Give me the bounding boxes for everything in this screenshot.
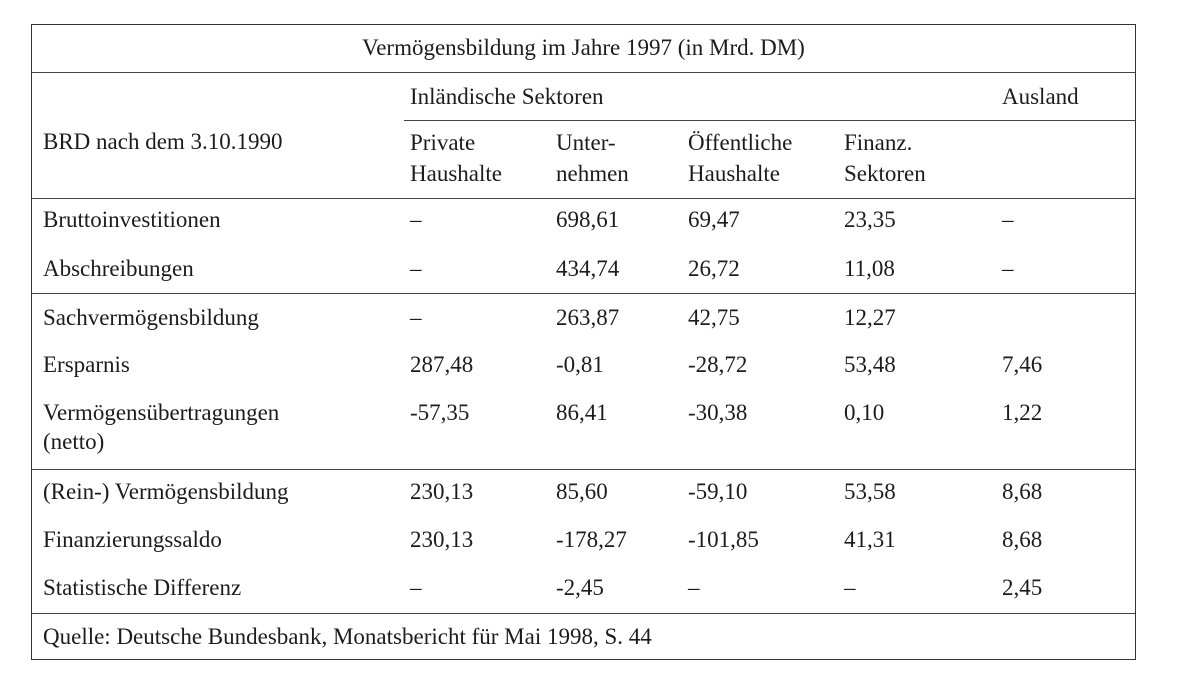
row-label: Abschreibungen [43, 256, 194, 281]
cell-value: 0,10 [844, 400, 885, 425]
cell-value: 1,22 [1002, 400, 1043, 425]
divider-section-2 [32, 469, 1135, 470]
header-col-line1: Öffentliche [688, 130, 793, 155]
row-label: Sachvermögensbildung [43, 305, 259, 330]
row-label: Finanzierungssaldo [43, 527, 222, 552]
header-col-line1: Unter- [556, 130, 616, 155]
cell-value: 53,48 [844, 352, 896, 377]
header-col-financial-sectors: Finanz. Sektoren [844, 127, 926, 189]
cell-value: 12,27 [844, 305, 896, 330]
row-label: Bruttoinvestitionen [43, 207, 221, 232]
cell-value: -57,35 [410, 400, 470, 425]
header-col-line1: Private [410, 130, 476, 155]
header-col-line2: Haushalte [688, 161, 780, 186]
cell-value: -30,38 [688, 400, 748, 425]
header-col-enterprises: Unter- nehmen [556, 127, 629, 189]
cell-value: – [410, 207, 422, 232]
header-col-line2: Haushalte [410, 161, 502, 186]
cell-value: 26,72 [688, 256, 740, 281]
cell-value: 7,46 [1002, 352, 1043, 377]
header-col-public-households: Öffentliche Haushalte [688, 127, 792, 189]
divider-source [32, 613, 1135, 614]
cell-value: – [410, 256, 422, 281]
cell-value: 263,87 [556, 305, 620, 330]
cell-value: 8,68 [1002, 527, 1043, 552]
cell-value: – [1002, 207, 1014, 232]
table-title: Vermögensbildung im Jahre 1997 (in Mrd. … [362, 35, 805, 60]
cell-value: 8,68 [1002, 479, 1043, 504]
cell-value: 86,41 [556, 400, 608, 425]
cell-value: 53,58 [844, 479, 896, 504]
header-col-line1: Finanz. [844, 130, 913, 155]
row-label: Vermögensübertragungen [43, 400, 280, 425]
row-label: (Rein-) Vermögensbildung [43, 479, 289, 504]
cell-value: 23,35 [844, 207, 896, 232]
cell-value: 85,60 [556, 479, 608, 504]
header-col-private-households: Private Haushalte [410, 127, 502, 189]
cell-value: – [844, 575, 856, 600]
source-note: Quelle: Deutsche Bundesbank, Monatsberic… [43, 624, 652, 649]
header-group-domestic: Inländische Sektoren [410, 84, 604, 109]
cell-value: -0,81 [556, 352, 604, 377]
divider-title [32, 72, 1135, 73]
cell-value: – [410, 305, 422, 330]
cell-value: -101,85 [688, 527, 759, 552]
cell-value: – [1002, 256, 1014, 281]
cell-value: -59,10 [688, 479, 748, 504]
header-col-line2: nehmen [556, 161, 629, 186]
header-row-label: BRD nach dem 3.10.1990 [43, 129, 283, 154]
cell-value: -178,27 [556, 527, 627, 552]
cell-value: 698,61 [556, 207, 620, 232]
cell-value: 69,47 [688, 207, 740, 232]
row-label-continuation: (netto) [43, 429, 105, 454]
cell-value: -2,45 [556, 575, 604, 600]
table-frame: Vermögensbildung im Jahre 1997 (in Mrd. … [31, 24, 1136, 660]
cell-value: -28,72 [688, 352, 748, 377]
cell-value: 434,74 [556, 256, 620, 281]
cell-value: 287,48 [410, 352, 474, 377]
cell-value: 230,13 [410, 479, 474, 504]
cell-value: 42,75 [688, 305, 740, 330]
header-group-foreign: Ausland [1002, 84, 1079, 109]
row-label: Statistische Differenz [43, 575, 242, 600]
cell-value: – [688, 575, 700, 600]
cell-value: 2,45 [1002, 575, 1043, 600]
divider-group [404, 120, 1135, 121]
cell-value: 11,08 [844, 256, 895, 281]
cell-value: 230,13 [410, 527, 474, 552]
header-col-line2: Sektoren [844, 161, 926, 186]
divider-section-1 [32, 293, 1135, 294]
cell-value: 41,31 [844, 527, 896, 552]
cell-value: – [410, 575, 422, 600]
row-label: Ersparnis [43, 352, 130, 377]
divider-header [32, 198, 1135, 199]
